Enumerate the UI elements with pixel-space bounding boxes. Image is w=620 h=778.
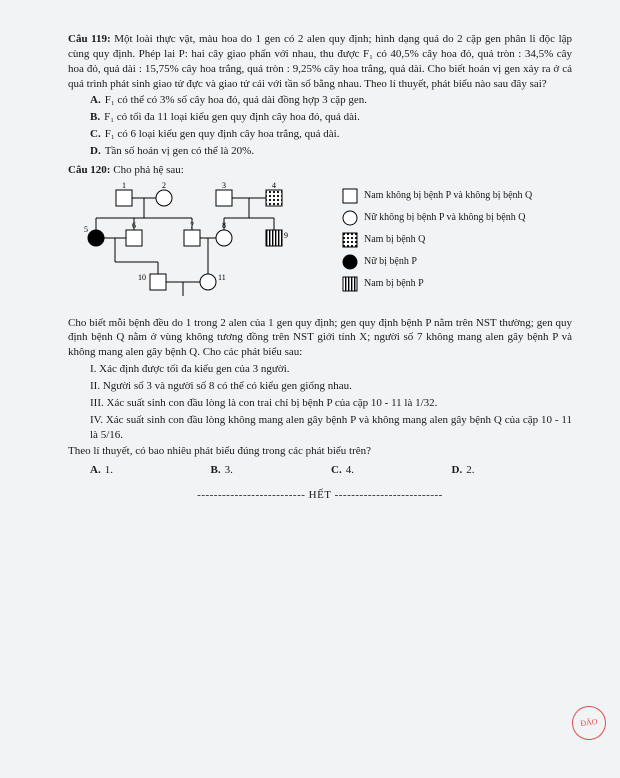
square-striped-icon — [342, 276, 358, 292]
pedigree-legend: Nam không bị bệnh P và không bị bệnh Q N… — [342, 182, 532, 298]
q120-opt-C: C.4. — [331, 463, 452, 478]
q120-opt-D: D.2. — [452, 463, 573, 478]
svg-text:8: 8 — [222, 221, 226, 230]
circle-solid-icon — [342, 254, 358, 270]
svg-text:2: 2 — [162, 182, 166, 190]
q119-label: Câu 119: — [68, 33, 111, 45]
q119-opt-C: C.F₁ có 6 loại kiểu gen quy định cây hoa… — [68, 127, 572, 142]
q120-stem-bottom: Cho biết mỗi bệnh đều do 1 trong 2 alen … — [68, 316, 572, 361]
q120-III: III. Xác suất sinh con đầu lòng là con t… — [68, 396, 572, 411]
circle-icon — [342, 210, 358, 226]
svg-text:1: 1 — [122, 182, 126, 190]
q120-label: Câu 120: — [68, 164, 110, 176]
q120-IV: IV. Xác suất sinh con đầu lòng không man… — [68, 413, 572, 443]
q119-stem: Câu 119: Một loài thực vật, màu hoa do 1… — [68, 32, 572, 91]
legend-female-unaff: Nữ không bị bệnh P và không bị bệnh Q — [342, 210, 532, 226]
stamp-text: ĐÃO — [580, 716, 599, 729]
q120-stem-top: Câu 120: Cho phả hệ sau: — [68, 163, 572, 178]
q120-options: A.1. B.3. C.4. D.2. — [68, 463, 572, 478]
svg-text:6: 6 — [132, 221, 136, 230]
legend-male-unaff: Nam không bị bệnh P và không bị bệnh Q — [342, 188, 532, 204]
q120-II: II. Người số 3 và người số 8 có thể có k… — [68, 379, 572, 394]
svg-text:10: 10 — [138, 273, 146, 282]
q120-ask: Theo lí thuyết, có bao nhiêu phát biểu đ… — [68, 444, 572, 459]
end-marker: -------------------------- HẾT ---------… — [68, 488, 572, 503]
legend-female-P: Nữ bị bệnh P — [342, 254, 532, 270]
svg-text:5: 5 — [84, 225, 88, 234]
square-icon — [342, 188, 358, 204]
pedigree-diagram: 1 2 3 4 5 6 7 8 — [68, 182, 328, 310]
square-dotted-icon — [342, 232, 358, 248]
svg-text:7: 7 — [190, 221, 194, 230]
q120-I: I. Xác định được tối đa kiểu gen của 3 n… — [68, 362, 572, 377]
stamp-seal: ĐÃO — [570, 704, 608, 742]
svg-text:11: 11 — [218, 273, 226, 282]
q120-opt-A: A.1. — [90, 463, 211, 478]
svg-text:9: 9 — [284, 231, 288, 240]
svg-text:4: 4 — [272, 182, 276, 190]
pedigree-figure: 1 2 3 4 5 6 7 8 — [68, 182, 572, 310]
legend-male-Q: Nam bị bệnh Q — [342, 232, 532, 248]
q119-opt-A: A.F₁ có thể có 3% số cây hoa đỏ, quả dài… — [68, 93, 572, 108]
q119-opt-B: B.F₁ có tối đa 11 loại kiểu gen quy định… — [68, 110, 572, 125]
svg-text:3: 3 — [222, 182, 226, 190]
legend-male-P: Nam bị bệnh P — [342, 276, 532, 292]
q119-stem-text: Một loài thực vật, màu hoa do 1 gen có 2… — [68, 33, 572, 90]
q120-opt-B: B.3. — [211, 463, 332, 478]
q119-opt-D: D.Tần số hoán vị gen có thể là 20%. — [68, 144, 572, 159]
